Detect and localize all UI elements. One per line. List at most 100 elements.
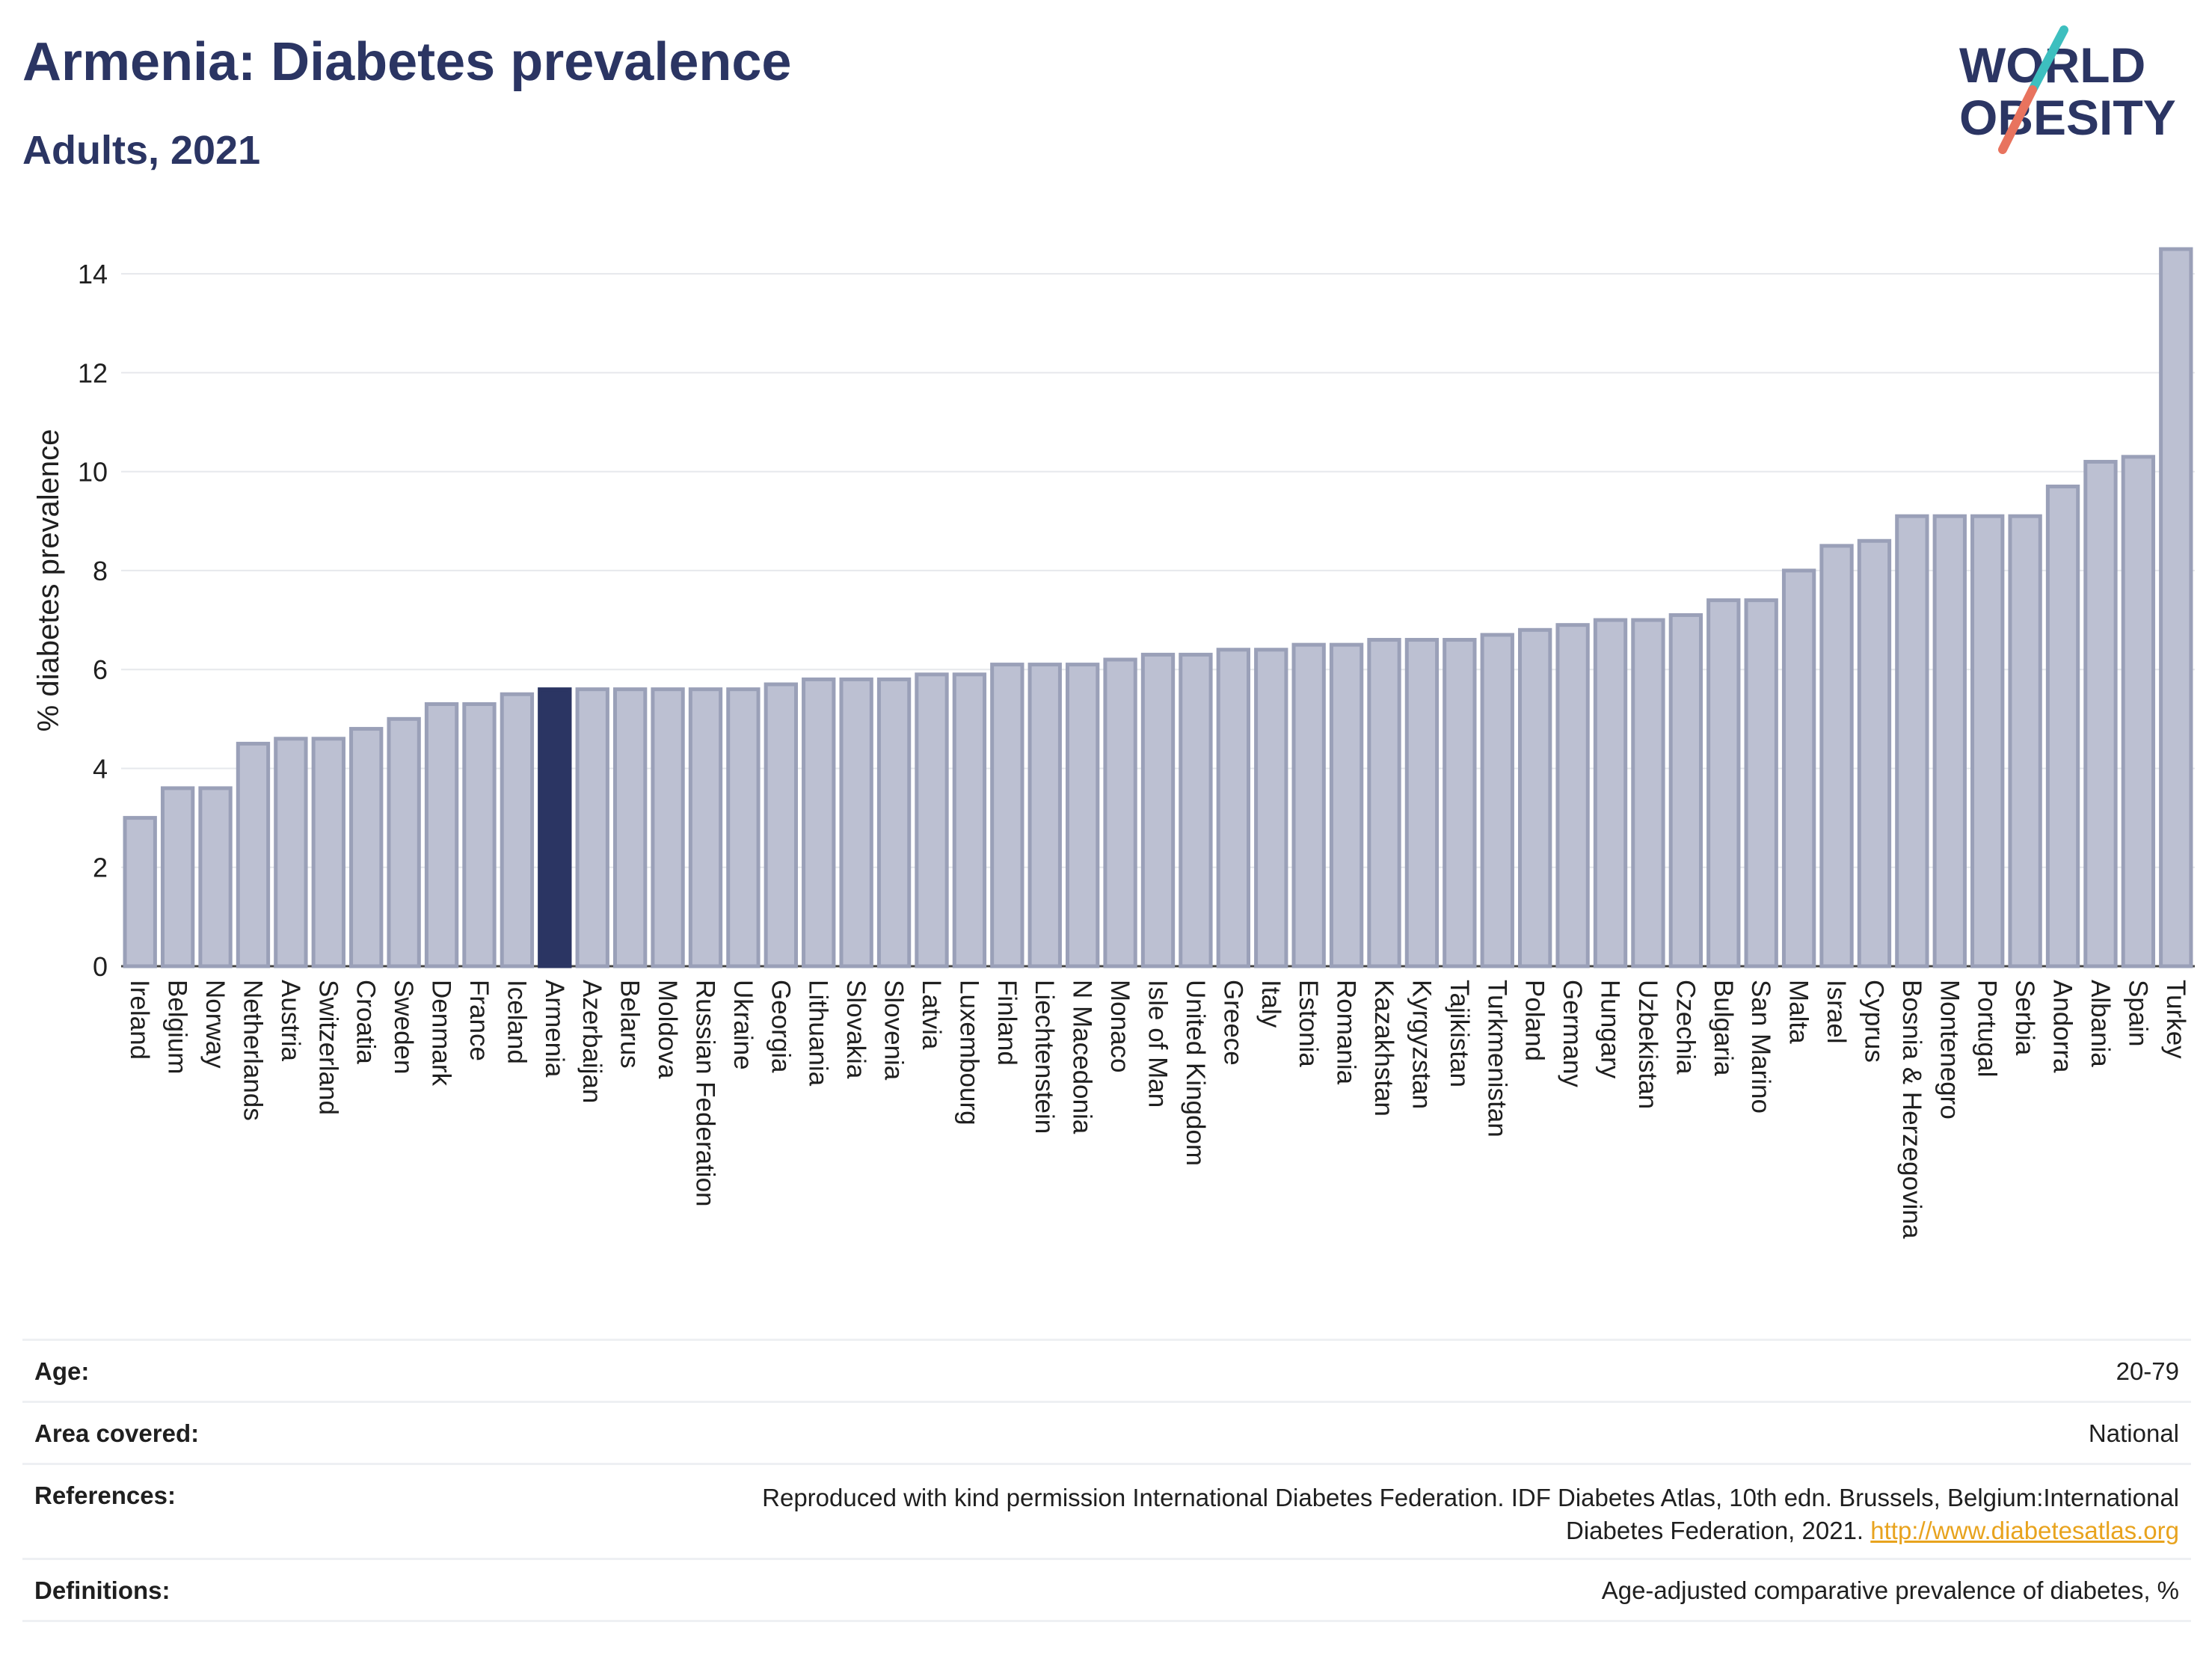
bar-montenegro — [1932, 514, 1967, 968]
x-tick-label: Sweden — [389, 980, 418, 1074]
references-text-line2-text: Diabetes Federation, 2021. — [1566, 1517, 1871, 1544]
x-tick-label: Denmark — [427, 980, 456, 1086]
bar-iceland — [500, 692, 535, 968]
bar-armenia — [538, 687, 572, 968]
bar-kazakhstan — [1367, 638, 1401, 968]
bar-uzbekistan — [1631, 618, 1665, 968]
bar-czechia — [1668, 612, 1703, 968]
bar-san-marino — [1744, 598, 1778, 968]
y-tick-label: 14 — [78, 259, 108, 289]
x-tick-label: Finland — [992, 980, 1021, 1066]
x-tick-label: Serbia — [2010, 980, 2039, 1056]
bar-croatia — [349, 727, 384, 968]
x-tick-label: Ireland — [125, 980, 154, 1060]
bar-slovenia — [876, 677, 912, 968]
bar-ukraine — [726, 687, 761, 968]
x-tick-label: Malta — [1784, 980, 1813, 1044]
logo-word-obesity: OBESITY — [1959, 90, 2176, 145]
y-tick-label: 4 — [93, 753, 108, 784]
bar-bulgaria — [1706, 598, 1741, 968]
bar-liechtenstein — [1027, 663, 1062, 968]
y-axis-label: % diabetes prevalence — [32, 429, 65, 732]
x-tick-label: Belarus — [615, 980, 645, 1069]
x-tick-label: Spain — [2123, 980, 2152, 1047]
bar-austria — [274, 737, 308, 968]
x-tick-label: Moldova — [653, 980, 682, 1079]
x-tick-label: Israel — [1822, 980, 1851, 1044]
y-tick-label: 2 — [93, 853, 108, 883]
bar-chart: 0 2 4 6 8 10 12 14 Ireland Belgium Norway Netherla… — [32, 247, 2195, 1239]
x-tick-label: Austria — [276, 980, 305, 1061]
x-tick-label: Monaco — [1105, 980, 1134, 1073]
bar-norway — [198, 786, 233, 968]
x-tick-label: Romania — [1332, 980, 1361, 1085]
bar-germany — [1555, 623, 1590, 968]
definitions-label: Definitions: — [34, 1576, 170, 1604]
x-tick-label: Greece — [1218, 980, 1247, 1066]
x-tick-label: Bulgaria — [1709, 980, 1738, 1076]
world-obesity-logo: WORLD OBESITY — [1959, 25, 2176, 154]
bar-monaco — [1103, 657, 1137, 968]
bar-azerbaijan — [575, 687, 609, 968]
bar-latvia — [915, 672, 949, 968]
bar-greece — [1216, 648, 1251, 968]
bar-turkmenistan — [1480, 633, 1514, 968]
x-tick-label: Poland — [1520, 980, 1549, 1061]
x-tick-label: Netherlands — [238, 980, 267, 1121]
bar-france — [462, 701, 497, 968]
references-text-line1: Reproduced with kind permission Internat… — [762, 1484, 2179, 1511]
x-tick-label: Kyrgyzstan — [1407, 980, 1436, 1109]
age-label: Age: — [34, 1357, 90, 1385]
x-tick-label: Switzerland — [313, 980, 342, 1115]
bar-malta — [1781, 568, 1816, 968]
bar-moldova — [651, 687, 685, 968]
bar-slovakia — [839, 677, 873, 968]
diabetes-atlas-link[interactable]: http://www.diabetesatlas.org — [1870, 1517, 2179, 1544]
area-value: National — [2088, 1419, 2179, 1447]
bar-portugal — [1970, 514, 2005, 968]
info-row-references: References: Reproduced with kind permiss… — [22, 1463, 2191, 1558]
x-tick-label: Slovenia — [879, 980, 909, 1081]
bar-kyrgyzstan — [1404, 638, 1440, 968]
bar-cyprus — [1857, 538, 1892, 968]
x-tick-label: Georgia — [766, 980, 795, 1073]
x-tick-label: Azerbaijan — [577, 980, 606, 1103]
bar-hungary — [1593, 618, 1628, 968]
info-row-definitions: Definitions: Age-adjusted comparative pr… — [22, 1558, 2191, 1622]
bar-poland — [1518, 627, 1552, 968]
x-tick-label: Armenia — [540, 980, 569, 1078]
x-tick-label: France — [464, 980, 494, 1061]
x-tick-label: Croatia — [351, 980, 381, 1064]
chart-title: Armenia: Diabetes prevalence — [22, 32, 792, 92]
chart-subtitle: Adults, 2021 — [22, 128, 261, 173]
y-tick-label: 12 — [78, 357, 108, 388]
info-row-area: Area covered: National — [22, 1401, 2191, 1463]
x-tick-label: Andorra — [2048, 980, 2077, 1073]
bar-bosnia-herzegovina — [1895, 514, 1929, 968]
x-tick-label: Montenegro — [1935, 980, 1964, 1120]
bar-tajikistan — [1443, 638, 1477, 968]
x-tick-label: N Macedonia — [1068, 980, 1097, 1134]
bar-isle-of-man — [1140, 652, 1176, 968]
info-row-age: Age: 20-79 — [22, 1339, 2191, 1401]
x-tick-label: Luxembourg — [954, 980, 983, 1126]
bar-finland — [990, 663, 1024, 968]
x-tick-label: Russian Federation — [690, 980, 719, 1207]
y-tick-label: 0 — [93, 951, 108, 982]
bar-belarus — [612, 687, 648, 968]
bar-united-kingdom — [1179, 652, 1213, 968]
x-tick-label: Cyprus — [1859, 980, 1888, 1063]
logo-slash-coral — [1998, 85, 2037, 154]
x-tick-label: Turkmenistan — [1482, 980, 1511, 1137]
bar-luxembourg — [952, 672, 987, 968]
bar-denmark — [424, 701, 459, 968]
bar-switzerland — [311, 737, 345, 968]
y-tick-label: 8 — [93, 556, 108, 586]
bar-spain — [2121, 455, 2156, 968]
y-tick-label: 6 — [93, 654, 108, 685]
x-tick-label: Latvia — [917, 980, 946, 1050]
bar-israel — [1819, 544, 1854, 968]
x-tick-label: Estonia — [1294, 980, 1323, 1067]
x-tick-label: Ukraine — [728, 980, 758, 1070]
x-tick-label: San Marino — [1746, 980, 1775, 1114]
